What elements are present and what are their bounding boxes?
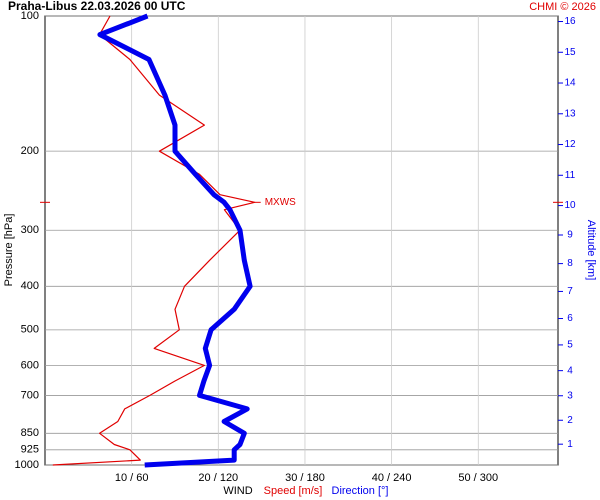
y2-tick-label: 8 bbox=[567, 258, 573, 269]
x-axis-label-speed: Speed [m/s] bbox=[264, 485, 323, 497]
y-tick-label: 1000 bbox=[15, 459, 39, 471]
credit: CHMI © 2026 bbox=[529, 1, 596, 13]
y2-tick-label: 13 bbox=[564, 108, 576, 119]
y2-tick-label: 3 bbox=[567, 390, 573, 401]
x-axis-label-direction: Direction [°] bbox=[332, 485, 389, 497]
y2-tick-label: 4 bbox=[567, 365, 573, 376]
plot-frame bbox=[44, 15, 559, 466]
y2-tick-label: 9 bbox=[567, 230, 573, 241]
x-axis-label: WIND bbox=[223, 485, 252, 497]
x-tick-label: 30 / 180 bbox=[285, 472, 325, 484]
y2-tick-label: 11 bbox=[565, 170, 576, 181]
y2-tick-label: 5 bbox=[567, 340, 573, 351]
y-tick-label: 100 bbox=[21, 10, 39, 22]
y-tick-label: 600 bbox=[21, 359, 39, 371]
x-tick-label: 20 / 120 bbox=[198, 472, 238, 484]
y-axis-label: Pressure [hPa] bbox=[3, 214, 15, 287]
y2-tick-label: 16 bbox=[564, 16, 576, 27]
y-tick-label: 700 bbox=[21, 389, 39, 401]
x-tick-label: 40 / 240 bbox=[372, 472, 412, 484]
y2-tick-label: 12 bbox=[564, 139, 576, 150]
y2-tick-label: 2 bbox=[567, 415, 573, 426]
y2-tick-label: 1 bbox=[567, 439, 573, 450]
y-tick-label: 300 bbox=[21, 224, 39, 236]
y2-axis-label: Altitude [km] bbox=[585, 220, 597, 281]
y2-tick-label: 15 bbox=[564, 47, 576, 58]
x-tick-label: 10 / 60 bbox=[115, 472, 149, 484]
x-tick-label: 50 / 300 bbox=[458, 472, 498, 484]
y-tick-label: 925 bbox=[21, 444, 39, 456]
y2-tick-label: 14 bbox=[564, 78, 576, 89]
chart-title: Praha-Libus 22.03.2026 00 UTC bbox=[8, 0, 186, 13]
profile-line bbox=[97, 13, 253, 468]
annotation: MXWS bbox=[265, 197, 296, 208]
y-tick-label: 200 bbox=[21, 145, 39, 157]
y2-tick-label: 10 bbox=[564, 200, 576, 211]
y2-tick-label: 6 bbox=[567, 313, 573, 324]
y-tick-label: 400 bbox=[21, 280, 39, 292]
y-tick-label: 500 bbox=[21, 324, 39, 336]
y2-tick-label: 7 bbox=[567, 286, 573, 297]
y-tick-label: 850 bbox=[21, 427, 39, 439]
profile-line bbox=[52, 15, 256, 466]
